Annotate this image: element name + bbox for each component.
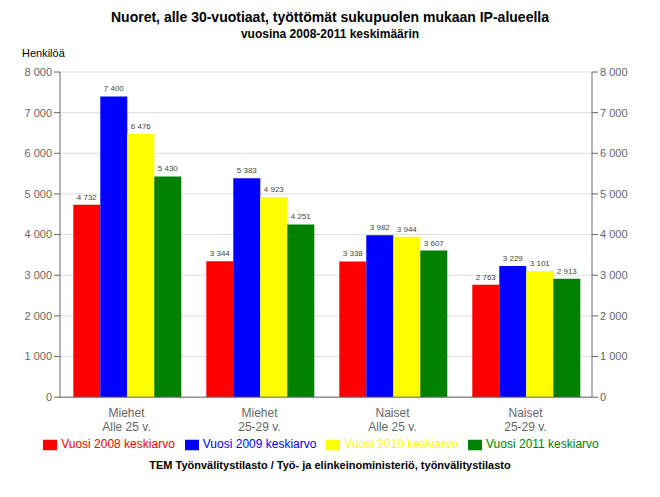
svg-text:MiehetAlle 25 v.: MiehetAlle 25 v.	[102, 406, 150, 434]
svg-text:8 000: 8 000	[600, 66, 628, 78]
svg-text:0: 0	[46, 391, 52, 403]
svg-text:4 923: 4 923	[264, 185, 285, 194]
html-text:Vuosi 2008 keskiarvo: Vuosi 2008 keskiarvo	[61, 437, 175, 452]
svg-text:Naiset25-29 v.: Naiset25-29 v.	[504, 406, 546, 434]
html-text:Vuosi 2011 keskiarvo: Vuosi 2011 keskiarvo	[486, 437, 599, 452]
svg-text:3 000: 3 000	[600, 269, 628, 281]
html-text:Vuosi 2010 keskiarvo: Vuosi 2010 keskiarvo	[344, 437, 459, 452]
svg-text:6 000: 6 000	[24, 147, 52, 159]
svg-text:5 000: 5 000	[600, 188, 628, 200]
svg-text:6 476: 6 476	[131, 122, 152, 131]
svg-text:4 251: 4 251	[291, 212, 312, 221]
svg-text:7 400: 7 400	[104, 84, 125, 93]
svg-text:5 000: 5 000	[24, 188, 52, 200]
svg-text:4 732: 4 732	[77, 193, 98, 202]
svg-text:3 229: 3 229	[503, 254, 524, 263]
svg-text:1 000: 1 000	[600, 350, 628, 362]
svg-text:2 913: 2 913	[557, 267, 578, 276]
svg-text:5 383: 5 383	[237, 166, 258, 175]
svg-text:4 000: 4 000	[600, 228, 628, 240]
svg-text:3 344: 3 344	[210, 249, 231, 258]
svg-text:1 000: 1 000	[24, 350, 52, 362]
svg-text:4 000: 4 000	[24, 228, 52, 240]
svg-text:2 763: 2 763	[476, 273, 497, 282]
svg-text:3 000: 3 000	[24, 269, 52, 281]
svg-text:3 982: 3 982	[370, 223, 391, 232]
html-text:vuosina 2008-2011 keskimäärin: vuosina 2008-2011 keskimäärin	[240, 27, 420, 41]
svg-text:3 607: 3 607	[424, 239, 445, 248]
svg-text:Miehet25-29 v.: Miehet25-29 v.	[238, 406, 280, 434]
html-text:Henkilöä: Henkilöä	[22, 47, 65, 59]
html-text:Nuoret, alle 30-vuotiaat, työt: Nuoret, alle 30-vuotiaat, työttömät suku…	[111, 9, 549, 25]
svg-text:7 000: 7 000	[24, 107, 52, 119]
svg-text:3 338: 3 338	[343, 249, 364, 258]
svg-text:3 944: 3 944	[397, 225, 418, 234]
svg-text:6 000: 6 000	[600, 147, 628, 159]
svg-text:2 000: 2 000	[600, 310, 628, 322]
svg-text:7 000: 7 000	[600, 107, 628, 119]
svg-text:0: 0	[600, 391, 606, 403]
svg-text:3 101: 3 101	[530, 259, 551, 268]
svg-text:2 000: 2 000	[24, 310, 52, 322]
html-text:Vuosi 2009 keskiarvo: Vuosi 2009 keskiarvo	[202, 437, 317, 452]
svg-text:5 430: 5 430	[158, 164, 179, 173]
html-text:TEM Työnvälitystilasto / Työ-: TEM Työnvälitystilasto / Työ- ja elinkei…	[149, 459, 511, 471]
svg-text:8 000: 8 000	[24, 66, 52, 78]
svg-text:NaisetAlle 25 v.: NaisetAlle 25 v.	[368, 406, 416, 434]
